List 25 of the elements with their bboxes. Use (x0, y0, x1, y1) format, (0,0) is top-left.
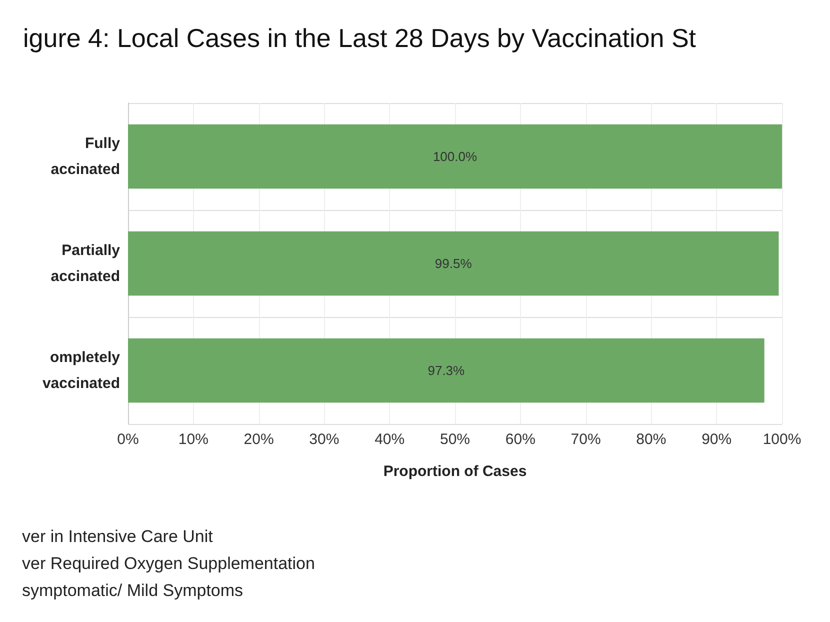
text: ver Required Oxygen Supplementation (22, 554, 315, 573)
bar (128, 338, 764, 403)
x-tick-label: 60% (505, 431, 536, 448)
y-tick-label: Partially accinated (50, 242, 121, 285)
x-tick-label: 0% (117, 431, 139, 448)
data-label: 97.3% (428, 363, 466, 378)
x-tick-label: 80% (636, 431, 666, 448)
y-tick-label: ompletely vaccinated (42, 349, 121, 392)
x-tick-label: 70% (570, 431, 601, 448)
bar (128, 124, 782, 189)
x-axis-title: Proportion of Cases (383, 463, 527, 480)
x-tick-label: 100% (762, 431, 802, 448)
chart-title: igure 4: Local Cases in the Last 28 Days by Vaccination St (23, 23, 697, 53)
text: ver in Intensive Care Unit (22, 527, 214, 546)
y-tick-label: Fully accinated (50, 135, 121, 178)
x-tick-label: 30% (309, 431, 340, 448)
x-tick-label: 20% (244, 431, 274, 448)
x-tick-label: 40% (374, 431, 405, 448)
x-tick-label: 10% (178, 431, 208, 448)
x-tick-label: 50% (440, 431, 470, 448)
text: symptomatic/ Mild Symptoms (22, 581, 244, 600)
x-tick-label: 90% (702, 431, 732, 448)
data-label: 100.0% (432, 149, 478, 164)
data-label: 99.5% (434, 256, 472, 271)
bar (128, 231, 779, 296)
